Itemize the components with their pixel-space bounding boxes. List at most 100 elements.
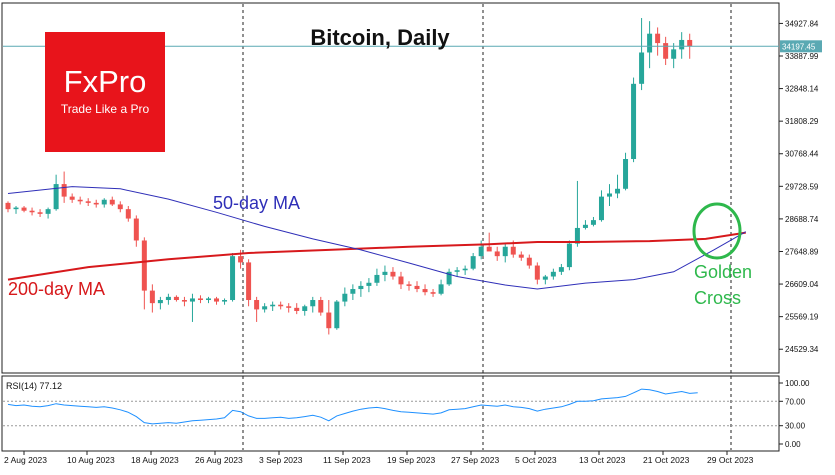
y-tick-label: 33887.99 — [785, 52, 819, 61]
candle — [639, 18, 645, 91]
candle — [77, 196, 83, 205]
candle — [430, 289, 436, 297]
candle-body — [342, 293, 348, 302]
candle — [214, 296, 220, 305]
candle-body — [623, 159, 629, 189]
candle-body — [206, 298, 211, 301]
candle — [294, 303, 300, 315]
candle — [358, 281, 364, 297]
y-tick-label: 32848.14 — [785, 85, 819, 94]
candle — [230, 253, 236, 302]
candle — [663, 36, 669, 66]
candle-body — [486, 246, 492, 252]
candle-body — [29, 210, 35, 213]
x-tick-label: 2 Aug 2023 — [4, 455, 47, 465]
candle-body — [414, 285, 420, 290]
candle — [382, 265, 388, 282]
candle-body — [189, 298, 195, 302]
ma50-annotation: 50-day MA — [213, 193, 300, 213]
candle-body — [566, 243, 572, 268]
candle — [254, 296, 260, 322]
candle — [438, 279, 444, 296]
candle — [117, 201, 123, 213]
candle — [590, 216, 596, 227]
candle-body — [37, 212, 43, 214]
candle — [318, 296, 324, 316]
current-price-label: 34197.45 — [782, 42, 816, 51]
y-tick-label: 34927.84 — [785, 19, 819, 28]
candle-body — [663, 43, 669, 59]
candle-body — [374, 274, 380, 283]
candle-body — [687, 39, 693, 47]
candle-body — [93, 202, 99, 205]
rsi-label: RSI(14) 77.12 — [6, 381, 62, 391]
candle-body — [574, 227, 580, 244]
candle-body — [85, 201, 91, 203]
candle — [558, 263, 564, 275]
chart-title: Bitcoin, Daily — [310, 25, 450, 50]
candle — [502, 243, 508, 263]
candle-body — [655, 33, 661, 44]
candle-body — [558, 267, 564, 272]
candle — [422, 284, 428, 296]
candle-body — [149, 290, 155, 304]
candle — [398, 271, 404, 290]
logo-tagline: Trade Like a Pro — [61, 102, 150, 116]
ma50-line — [7, 186, 747, 290]
y-tick-label: 29728.59 — [785, 182, 819, 191]
candle-body — [454, 270, 460, 272]
ma200-line — [7, 231, 746, 281]
candle — [623, 152, 629, 191]
candle — [326, 300, 332, 335]
candle-body — [502, 246, 508, 257]
candle-body — [214, 298, 220, 302]
candle-body — [671, 49, 677, 59]
candle — [374, 268, 380, 286]
candle-body — [398, 276, 404, 285]
candle-body — [77, 199, 83, 202]
candle — [542, 274, 548, 285]
x-tick-label: 29 Oct 2023 — [707, 455, 754, 465]
candle-body — [270, 304, 276, 307]
rsi-tick-label: 100.00 — [785, 379, 810, 388]
candle — [5, 201, 11, 213]
x-tick-label: 11 Sep 2023 — [323, 455, 371, 465]
candle — [197, 295, 203, 304]
candle-body — [615, 188, 621, 194]
candle-body — [607, 193, 612, 197]
candle — [165, 293, 171, 305]
candle — [109, 196, 115, 207]
x-tick-label: 27 Sep 2023 — [451, 455, 499, 465]
candle-body — [478, 246, 484, 257]
candle — [278, 301, 284, 310]
candle — [486, 232, 492, 252]
candle-body — [366, 282, 372, 286]
candle-body — [173, 296, 179, 301]
candle — [566, 240, 572, 271]
candle-body — [254, 300, 260, 310]
candle — [342, 287, 348, 307]
candle-body — [406, 284, 412, 286]
candle — [518, 251, 524, 261]
candle — [270, 301, 276, 311]
candle — [454, 267, 460, 277]
current-price-tag — [780, 40, 822, 53]
candle-body — [639, 52, 645, 84]
y-tick-label: 24529.34 — [785, 345, 819, 354]
candle — [462, 265, 468, 275]
rsi-line — [7, 388, 698, 425]
candle — [37, 209, 43, 217]
candle — [350, 284, 356, 301]
candle-body — [510, 246, 516, 255]
candle-body — [590, 220, 596, 225]
candle — [302, 304, 308, 316]
candle-body — [318, 300, 324, 313]
candle-body — [238, 256, 244, 263]
candle — [366, 278, 372, 293]
candle-body — [422, 289, 428, 293]
candle — [133, 215, 139, 247]
candle — [574, 180, 580, 247]
candle — [470, 253, 476, 271]
